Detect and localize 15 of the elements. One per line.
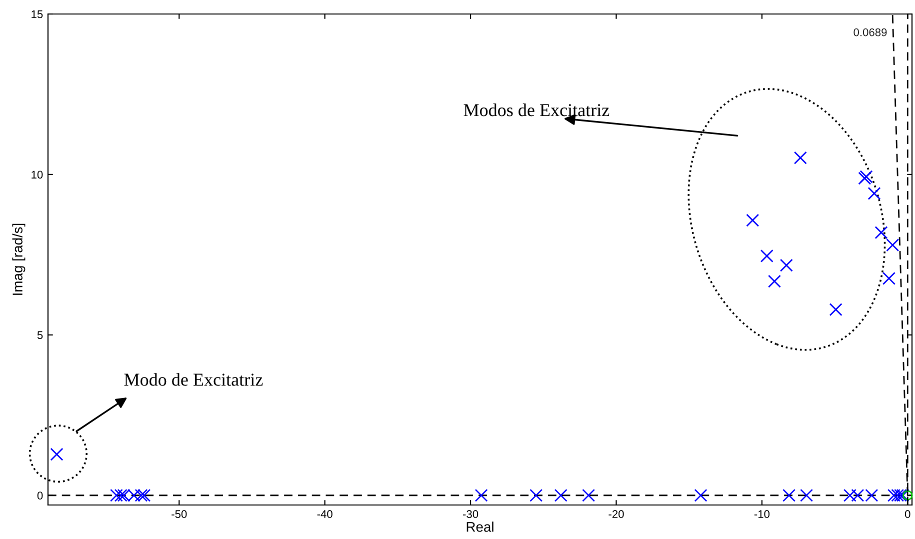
y-tick-label: 10 <box>32 170 43 179</box>
y-tick-label: 5 <box>37 331 43 340</box>
annotation: 0.0689 <box>854 28 887 36</box>
x-axis-title: Real <box>466 522 494 532</box>
y-tick-label: 0 <box>37 492 43 500</box>
y-tick-label: 15 <box>32 10 43 18</box>
y-axis-title: Imag [rad/s] <box>12 224 26 295</box>
x-tick-label: 0 <box>904 510 910 518</box>
annotation: Modos de Excitatriz <box>464 104 610 116</box>
annotation: Modo de Excitatriz <box>124 373 263 386</box>
x-tick-label: -10 <box>754 510 770 518</box>
x-tick-label: -20 <box>608 510 624 518</box>
x-tick-label: -30 <box>462 510 478 518</box>
x-tick-label: -40 <box>317 510 332 518</box>
x-tick-label: -50 <box>172 510 187 518</box>
